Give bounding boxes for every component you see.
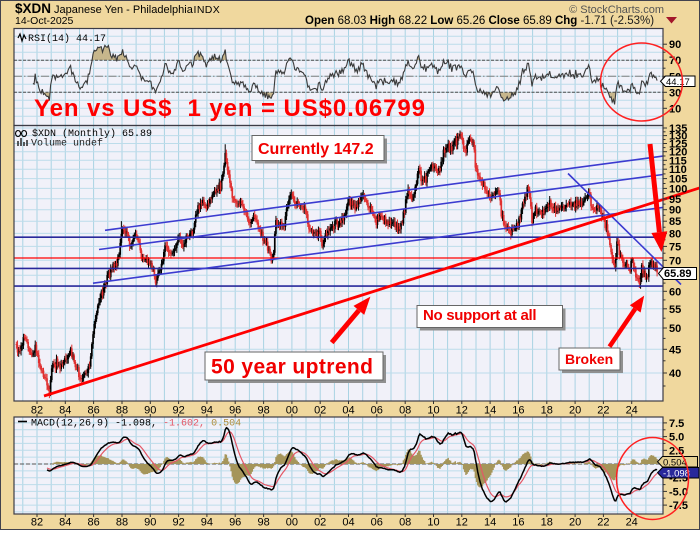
svg-text:2.5: 2.5: [669, 445, 684, 457]
svg-text:02: 02: [314, 517, 326, 529]
svg-text:02: 02: [314, 405, 326, 417]
svg-text:70: 70: [669, 255, 681, 267]
svg-text:90: 90: [669, 39, 681, 51]
svg-text:98: 98: [257, 405, 269, 417]
svg-text:$XDN (Monthly) 65.89: $XDN (Monthly) 65.89: [32, 128, 152, 140]
svg-text:Open 68.03 High 68.22 Low 65.2: Open 68.03 High 68.22 Low 65.26 Close 65…: [305, 15, 654, 27]
svg-text:96: 96: [229, 405, 241, 417]
svg-text:Volume undef: Volume undef: [31, 138, 103, 150]
svg-text:00: 00: [286, 517, 298, 529]
svg-text:14: 14: [484, 517, 496, 529]
svg-text:110: 110: [669, 164, 687, 176]
svg-text:30: 30: [669, 87, 681, 99]
svg-text:16: 16: [512, 405, 524, 417]
svg-text:82: 82: [31, 517, 43, 529]
svg-text:18: 18: [541, 517, 553, 529]
svg-text:12: 12: [456, 405, 468, 417]
svg-text:100: 100: [669, 183, 687, 195]
svg-text:16: 16: [512, 517, 524, 529]
svg-text:5.0: 5.0: [669, 432, 684, 444]
svg-text:0.504: 0.504: [663, 457, 687, 468]
svg-text:60: 60: [669, 286, 681, 298]
svg-text:94: 94: [201, 405, 213, 417]
svg-text:00: 00: [286, 405, 298, 417]
svg-text:94: 94: [201, 517, 213, 529]
svg-text:14: 14: [484, 405, 496, 417]
svg-text:55: 55: [669, 304, 681, 316]
svg-text:20: 20: [569, 517, 581, 529]
svg-text:© StockCharts.com: © StockCharts.com: [569, 4, 664, 16]
svg-text:98: 98: [257, 517, 269, 529]
svg-text:84: 84: [59, 517, 71, 529]
svg-text:50: 50: [669, 323, 681, 335]
svg-text:18: 18: [541, 405, 553, 417]
svg-text:90: 90: [144, 517, 156, 529]
svg-text:90: 90: [669, 205, 681, 217]
svg-text:22: 22: [597, 517, 609, 529]
svg-text:24: 24: [626, 517, 638, 529]
svg-text:MACD(12,26,9) -1.098, -1.602,: MACD(12,26,9) -1.098, -1.602, 0.504: [31, 418, 241, 430]
svg-text:Japanese Yen - Philadelphia: Japanese Yen - Philadelphia: [54, 4, 194, 16]
svg-text:$XDN: $XDN: [15, 1, 51, 16]
svg-text:86: 86: [87, 517, 99, 529]
svg-text:80: 80: [669, 228, 681, 240]
svg-text:40: 40: [669, 368, 681, 380]
svg-text:24: 24: [626, 405, 638, 417]
svg-text:120: 120: [669, 147, 687, 159]
svg-text:65.89: 65.89: [664, 268, 692, 280]
svg-text:125: 125: [669, 139, 687, 151]
svg-text:Broken: Broken: [565, 351, 613, 367]
svg-text:44.17: 44.17: [666, 77, 690, 88]
svg-text:06: 06: [371, 405, 383, 417]
svg-text:50 year uptrend: 50 year uptrend: [211, 356, 373, 379]
svg-text:-1.098: -1.098: [663, 468, 690, 479]
svg-text:Currently 147.2: Currently 147.2: [258, 141, 374, 158]
svg-text:86: 86: [87, 405, 99, 417]
svg-text:45: 45: [669, 344, 681, 356]
svg-text:10: 10: [427, 405, 439, 417]
svg-text:08: 08: [399, 517, 411, 529]
svg-text:92: 92: [172, 517, 184, 529]
svg-text:04: 04: [342, 405, 354, 417]
svg-text:INDX: INDX: [194, 4, 221, 16]
svg-text:105: 105: [669, 174, 687, 186]
svg-text:06: 06: [371, 517, 383, 529]
svg-text:12: 12: [456, 517, 468, 529]
svg-text:04: 04: [342, 517, 354, 529]
svg-text:130: 130: [669, 131, 687, 143]
svg-text:82: 82: [31, 405, 43, 417]
svg-text:No support at all: No support at all: [423, 307, 536, 324]
svg-text:115: 115: [669, 155, 687, 167]
svg-text:14-Oct-2025: 14-Oct-2025: [15, 15, 74, 27]
svg-text:85: 85: [669, 216, 681, 228]
svg-text:88: 88: [116, 405, 128, 417]
svg-text:90: 90: [144, 405, 156, 417]
svg-text:75: 75: [669, 241, 681, 253]
svg-text:22: 22: [597, 405, 609, 417]
svg-text:96: 96: [229, 517, 241, 529]
svg-text:88: 88: [116, 517, 128, 529]
svg-text:RSI(14) 44.17: RSI(14) 44.17: [28, 33, 106, 45]
svg-text:135: 135: [669, 123, 687, 135]
svg-text:10: 10: [427, 517, 439, 529]
svg-text:7.5: 7.5: [669, 418, 684, 430]
svg-text:10: 10: [669, 103, 681, 115]
svg-text:20: 20: [569, 405, 581, 417]
svg-text:08: 08: [399, 405, 411, 417]
svg-text:95: 95: [669, 194, 681, 206]
svg-text:-5.0: -5.0: [669, 486, 688, 498]
svg-text:92: 92: [172, 405, 184, 417]
svg-text:84: 84: [59, 405, 71, 417]
svg-text:Yen vs US$ 1 yen = US$0.06799: Yen vs US$ 1 yen = US$0.06799: [34, 95, 426, 122]
